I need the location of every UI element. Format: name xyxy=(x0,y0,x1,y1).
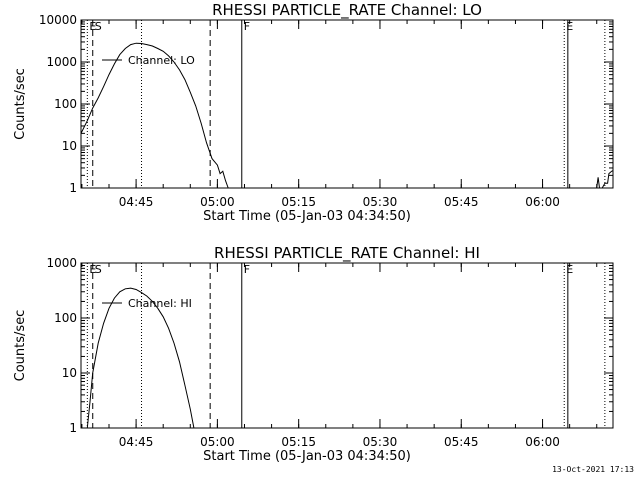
y-tick-label: 100 xyxy=(54,97,77,111)
event-marker-label: F xyxy=(244,263,250,276)
chart-title: RHESSI PARTICLE_RATE Channel: HI xyxy=(214,244,480,263)
event-marker-label: E xyxy=(566,20,573,33)
series-line xyxy=(86,287,195,429)
y-axis-label: Counts/sec xyxy=(13,310,28,382)
x-tick-label: 06:00 xyxy=(525,195,560,209)
chart-panel-hi: RHESSI PARTICLE_RATE Channel: HI 1 10 100 10… xyxy=(13,244,614,464)
plot-timestamp: 13-Oct-2021 17:13 xyxy=(552,465,634,474)
chart-panel-lo: RHESSI PARTICLE_RATE Channel: LO 1 10 100 10… xyxy=(13,1,614,224)
x-tick-label: 05:00 xyxy=(200,195,235,209)
y-tick-label: 10000 xyxy=(39,13,77,27)
y-tick-label: 1000 xyxy=(46,256,77,270)
x-tick-label: 05:00 xyxy=(200,435,235,449)
event-marker-label: S xyxy=(95,263,102,276)
event-marker-label: E xyxy=(89,20,96,33)
legend-label: Channel: LO xyxy=(128,54,195,67)
event-marker-label: E xyxy=(566,263,573,276)
series-line xyxy=(596,170,614,189)
series-line xyxy=(80,42,229,189)
event-marker-label: E xyxy=(89,263,96,276)
x-tick-label: 04:45 xyxy=(119,435,154,449)
plot-frame xyxy=(80,262,614,429)
x-tick-label: 06:00 xyxy=(525,435,560,449)
y-tick-label: 1000 xyxy=(46,55,77,69)
y-tick-label: 1 xyxy=(69,181,77,195)
x-axis-label: Start Time (05-Jan-03 04:34:50) xyxy=(203,209,411,224)
x-tick-label: 04:45 xyxy=(119,195,154,209)
plot-frame xyxy=(80,19,614,189)
x-tick-label: 05:45 xyxy=(444,435,479,449)
y-tick-label: 100 xyxy=(54,311,77,325)
y-tick-label: 1 xyxy=(69,421,77,435)
x-axis-label: Start Time (05-Jan-03 04:34:50) xyxy=(203,449,411,464)
x-tick-label: 05:30 xyxy=(363,435,398,449)
event-marker-label: F xyxy=(244,20,250,33)
event-marker-label: S xyxy=(95,20,102,33)
legend-label: Channel: HI xyxy=(128,297,192,310)
y-axis-label: Counts/sec xyxy=(13,68,28,140)
y-tick-label: 10 xyxy=(62,139,77,153)
x-tick-label: 05:15 xyxy=(281,195,316,209)
x-tick-label: 05:30 xyxy=(363,195,398,209)
x-tick-label: 05:15 xyxy=(281,435,316,449)
y-tick-label: 10 xyxy=(62,366,77,380)
chart-title: RHESSI PARTICLE_RATE Channel: LO xyxy=(212,1,482,20)
x-tick-label: 05:45 xyxy=(444,195,479,209)
